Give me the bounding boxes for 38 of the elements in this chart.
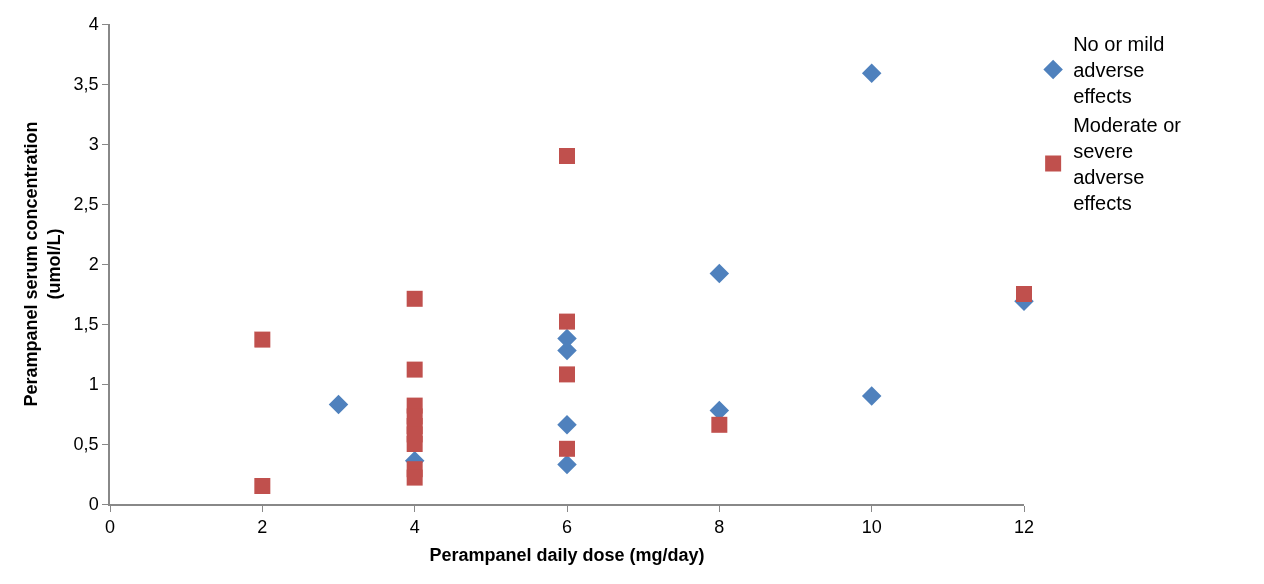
x-tick-label: 2 <box>257 517 268 538</box>
point <box>328 394 349 415</box>
y-tick-label: 3,5 <box>73 74 99 95</box>
x-axis-title: Perampanel daily dose (mg/day) <box>429 544 705 565</box>
y-tick-label: 2,5 <box>73 194 99 215</box>
point <box>1016 286 1032 302</box>
y-axis-title: Perampanel serum concentration (umol/L) <box>20 121 65 407</box>
point <box>711 416 728 433</box>
x-tick-label: 4 <box>409 517 420 538</box>
x-tick-label: 10 <box>861 517 882 538</box>
point <box>557 415 577 435</box>
x-tick-label: 12 <box>1013 517 1035 538</box>
y-tick-label: 4 <box>88 14 99 35</box>
point <box>861 386 882 406</box>
point <box>406 290 423 307</box>
y-tick-label: 0 <box>88 494 99 515</box>
point <box>557 454 577 475</box>
point <box>254 331 271 348</box>
point <box>406 361 423 378</box>
point <box>406 436 423 452</box>
y-tick-label: 1 <box>88 374 99 395</box>
y-tick-label: 1,5 <box>73 314 99 335</box>
legend-label: Moderate or severe adverse effects <box>1073 114 1182 215</box>
x-tick-label: 6 <box>561 517 573 538</box>
point <box>559 440 575 457</box>
point <box>861 63 882 83</box>
point <box>559 366 575 383</box>
point <box>254 478 271 494</box>
x-tick-label: 8 <box>714 517 725 538</box>
point <box>559 148 575 164</box>
legend-label: No or mild adverse effects <box>1073 33 1165 108</box>
y-tick-label: 3 <box>88 134 99 155</box>
point <box>709 263 730 284</box>
x-tick-label: 0 <box>104 517 116 538</box>
point <box>559 313 575 330</box>
y-tick-label: 2 <box>88 254 99 275</box>
y-tick-label: 0,5 <box>73 434 99 455</box>
point <box>406 469 423 486</box>
